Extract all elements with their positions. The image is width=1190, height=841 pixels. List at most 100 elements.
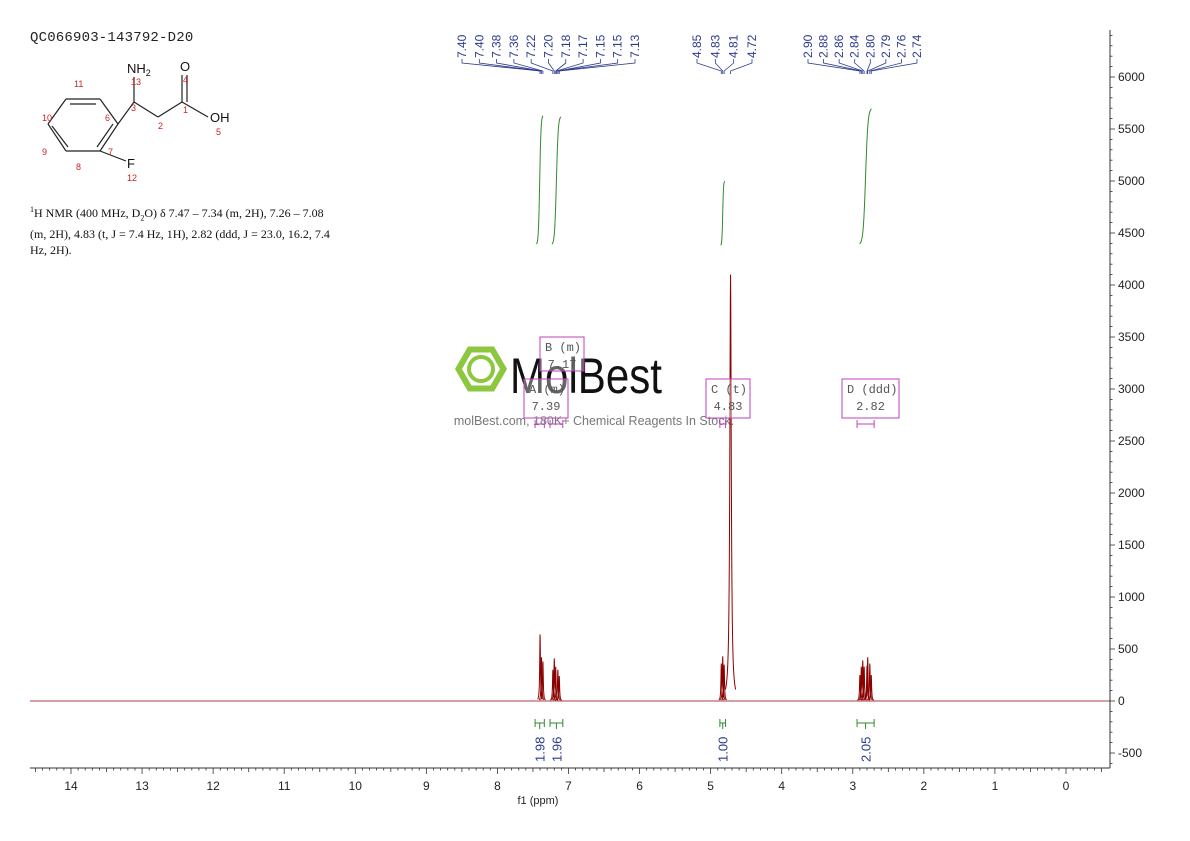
peak-label: 7.15 [593,34,607,58]
spectrum-peak [554,669,561,701]
peak-leader-line [854,59,865,74]
integral-curve [859,108,872,245]
spectrum-peak [868,674,875,701]
x-tick-label: 8 [494,779,501,793]
spectrum-peak [556,676,563,701]
spectrum-peak [538,657,545,701]
x-tick-label: 9 [423,779,430,793]
y-tick-label: 6000 [1118,70,1145,84]
peak-label: 2.76 [894,34,908,58]
spectrum-peak [718,663,725,701]
y-tick-label: 5000 [1118,174,1145,188]
spectrum-peak [859,660,866,701]
carbonyl-oxygen-label: O [180,59,190,74]
integral-curve [536,115,544,245]
peak-label: 7.22 [524,34,538,58]
multiplet-box [841,378,900,419]
spectrum-peak [549,669,556,701]
x-tick-label: 2 [921,779,928,793]
atom-number: 10 [42,113,52,123]
atom-number: 7 [108,147,113,157]
x-tick-label: 1 [992,779,999,793]
peak-label: 7.40 [472,34,486,58]
peak-leader-line [513,59,544,74]
y-tick-label: 500 [1118,642,1138,656]
peak-leader-line [461,59,541,74]
multiplet-shift: 7.39 [532,400,561,414]
integral-value: 1.96 [549,737,564,762]
multiplet-box [705,378,751,419]
multiplet-shift: 4.83 [714,400,743,414]
multiplet-label: B (m) [545,341,581,355]
spectrum-peak [724,274,737,690]
atom-number: 1 [183,105,188,115]
peak-leader-line [730,59,753,74]
x-tick-label: 11 [278,779,291,793]
watermark-brand: MolBest [510,348,662,404]
peak-leader-line [714,59,724,74]
x-tick-label: 6 [636,779,643,793]
peak-leader-line [496,59,542,74]
y-tick-label: 3500 [1118,330,1145,344]
multiplet-label: D (ddd) [847,383,897,397]
hydroxyl-label: OH [210,110,230,125]
y-tick-label: 5500 [1118,122,1145,136]
peak-leader-line [556,59,584,74]
peak-label: 2.90 [801,34,815,58]
peak-leader-line [838,59,864,74]
atom-number: 12 [127,173,137,183]
peak-label: 2.79 [879,34,893,58]
spectrum-peak [858,666,865,701]
atom-number: 2 [158,121,163,131]
peak-label: 4.72 [745,34,759,58]
peak-label: 2.86 [832,34,846,58]
peak-leader-line [867,59,887,74]
peak-label: 2.88 [817,34,831,58]
multiplet-shift: 2.82 [856,400,885,414]
watermark: MolBest molBest.com, 180K+ Chemical Reage… [454,346,734,428]
peak-leader-line [823,59,862,74]
x-tick-label: 4 [778,779,785,793]
watermark-tagline: molBest.com, 180K+ Chemical Reagents In … [454,414,734,428]
atom-number: 3 [131,103,136,113]
integral-curve [551,116,562,245]
spectrum-peak [721,664,728,701]
peak-leader-line [478,59,541,74]
peak-label: 7.13 [628,34,642,58]
y-tick-label: 0 [1118,694,1125,708]
atom-number: 9 [42,147,47,157]
molecule-structure: NH2 O OH F 13 4 11 3 1 10 6 2 5 9 7 8 12 [42,59,230,183]
peak-label: 2.74 [910,34,924,58]
y-tick-label: 2500 [1118,434,1145,448]
atom-number: 4 [183,75,188,85]
peak-label: 2.84 [848,34,862,58]
multiplet-label: A (m) [529,383,565,397]
spectrum-peak [866,663,873,701]
y-tick-label: 4500 [1118,226,1145,240]
peak-leader-line [555,59,567,74]
peak-leader-line [557,59,619,74]
x-tick-label: 12 [206,779,220,793]
x-tick-label: 10 [349,779,363,793]
peak-label: 4.83 [708,34,722,58]
x-axis-label: f1 (ppm) [517,795,558,807]
multiplet-shift: 7.17 [548,358,577,372]
nmr-description: 1H NMR (400 MHz, D2O) δ 7.47 – 7.34 (m, … [30,205,330,258]
x-tick-label: 13 [135,779,149,793]
peak-leader-line [548,59,555,74]
atom-number: 8 [76,162,81,172]
integral-value: 1.98 [533,737,548,762]
peak-label: 4.85 [690,34,704,58]
x-tick-label: 7 [565,779,572,793]
peak-label: 7.38 [490,34,504,58]
x-tick-label: 3 [849,779,856,793]
y-tick-label: 4000 [1118,278,1145,292]
logo-ring-icon [467,355,495,383]
multiplet-box [539,336,585,372]
y-tick-label: 1000 [1118,590,1145,604]
spectrum-peak [540,661,546,701]
y-tick-label: 1500 [1118,538,1145,552]
x-tick-label: 0 [1063,779,1070,793]
